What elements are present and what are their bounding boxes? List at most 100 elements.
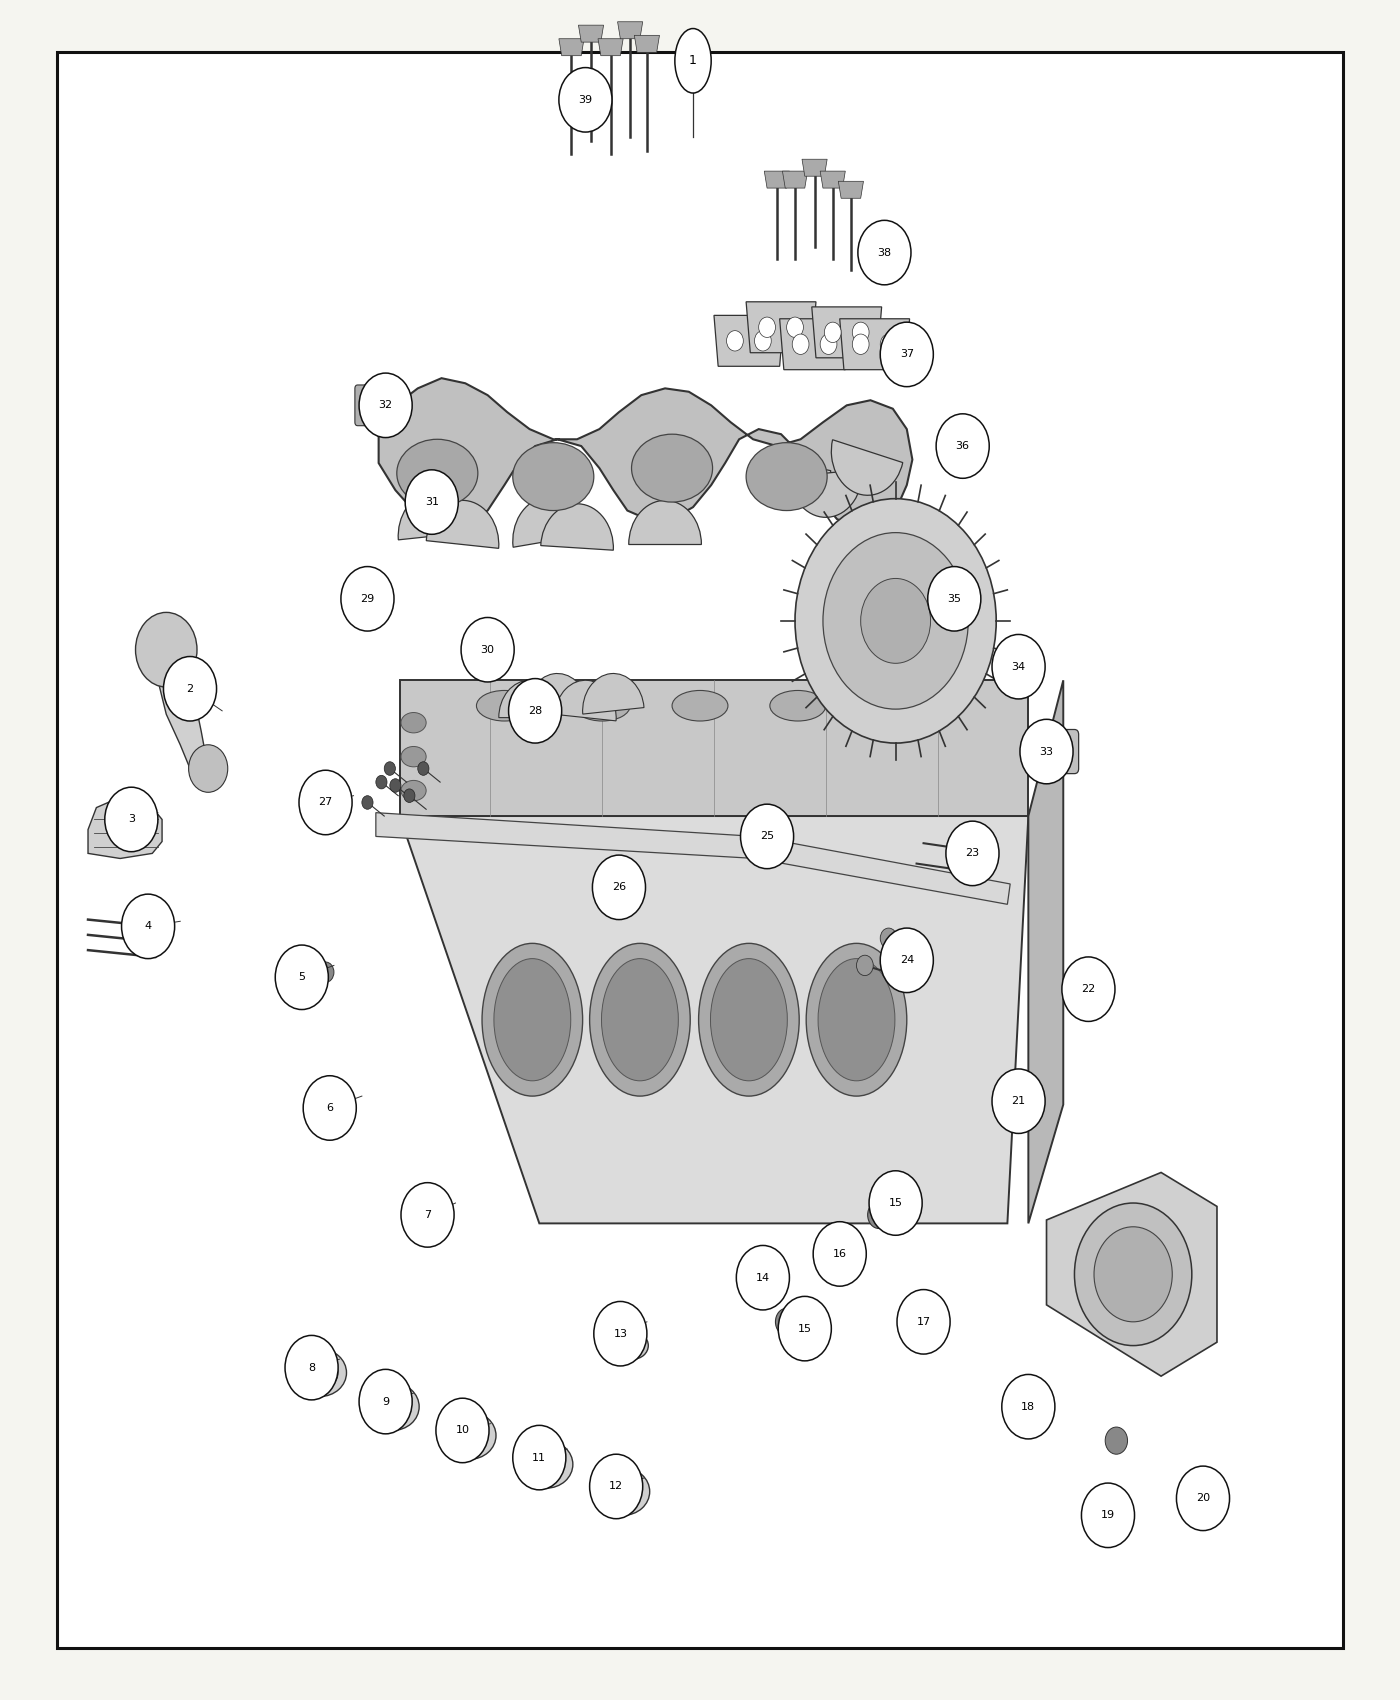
Polygon shape (783, 172, 808, 189)
Circle shape (853, 323, 869, 342)
Circle shape (358, 372, 412, 437)
Circle shape (300, 770, 351, 835)
Polygon shape (559, 39, 584, 56)
Circle shape (276, 945, 329, 1010)
Ellipse shape (294, 1350, 347, 1396)
Circle shape (853, 333, 869, 354)
Text: 27: 27 (318, 797, 333, 808)
Circle shape (1093, 1227, 1172, 1323)
Circle shape (928, 566, 981, 631)
Circle shape (403, 789, 414, 802)
Circle shape (869, 1171, 923, 1236)
Circle shape (592, 855, 645, 920)
Text: 39: 39 (578, 95, 592, 105)
Circle shape (820, 333, 837, 354)
Circle shape (105, 787, 158, 852)
Text: 16: 16 (833, 1250, 847, 1260)
Wedge shape (554, 680, 616, 721)
Polygon shape (840, 320, 910, 369)
Wedge shape (540, 503, 613, 551)
Circle shape (417, 762, 428, 775)
Ellipse shape (396, 439, 477, 507)
Circle shape (727, 330, 743, 350)
Ellipse shape (519, 1440, 573, 1488)
Text: 37: 37 (900, 350, 914, 359)
Polygon shape (1047, 1173, 1217, 1375)
Ellipse shape (574, 690, 630, 721)
Wedge shape (498, 680, 560, 717)
Ellipse shape (818, 959, 895, 1081)
Text: 18: 18 (1021, 1402, 1036, 1411)
Ellipse shape (602, 959, 679, 1081)
Text: 7: 7 (424, 1210, 431, 1221)
Circle shape (405, 469, 458, 534)
Text: 24: 24 (900, 955, 914, 966)
Circle shape (1021, 719, 1072, 784)
Circle shape (993, 1069, 1046, 1134)
Ellipse shape (365, 1382, 419, 1430)
Ellipse shape (868, 690, 924, 721)
Polygon shape (578, 26, 603, 42)
Text: 19: 19 (1100, 1510, 1114, 1520)
Text: 3: 3 (127, 814, 134, 824)
Ellipse shape (589, 944, 690, 1096)
Polygon shape (378, 377, 913, 527)
Wedge shape (629, 500, 701, 544)
Text: 6: 6 (326, 1103, 333, 1114)
Text: 21: 21 (1012, 1096, 1026, 1107)
Circle shape (897, 1290, 951, 1355)
Ellipse shape (400, 746, 426, 767)
Ellipse shape (672, 690, 728, 721)
Circle shape (759, 318, 776, 337)
Text: 25: 25 (760, 831, 774, 842)
Circle shape (304, 1076, 356, 1141)
Circle shape (868, 1202, 890, 1229)
Circle shape (594, 1302, 647, 1367)
Text: 33: 33 (1040, 746, 1054, 756)
FancyBboxPatch shape (354, 384, 402, 425)
Circle shape (937, 413, 990, 478)
Circle shape (881, 333, 897, 354)
Circle shape (318, 962, 335, 983)
Ellipse shape (806, 944, 907, 1096)
Circle shape (384, 762, 395, 775)
Polygon shape (802, 160, 827, 177)
Ellipse shape (476, 690, 532, 721)
Ellipse shape (770, 690, 826, 721)
Text: 36: 36 (956, 440, 970, 450)
Ellipse shape (605, 1474, 641, 1508)
Wedge shape (526, 673, 588, 716)
Circle shape (778, 1297, 832, 1362)
Circle shape (589, 1454, 643, 1518)
Ellipse shape (528, 1447, 564, 1481)
Polygon shape (1029, 680, 1063, 1224)
Text: 32: 32 (378, 400, 392, 410)
Circle shape (286, 1336, 339, 1399)
Circle shape (825, 323, 841, 342)
Polygon shape (598, 39, 623, 56)
Circle shape (787, 318, 804, 337)
Circle shape (861, 578, 931, 663)
Circle shape (136, 612, 197, 687)
Wedge shape (832, 440, 903, 495)
Wedge shape (759, 456, 830, 507)
Circle shape (375, 775, 386, 789)
Circle shape (792, 333, 809, 354)
Text: 2: 2 (186, 683, 193, 694)
Circle shape (189, 745, 228, 792)
Ellipse shape (451, 1418, 487, 1452)
Circle shape (823, 532, 969, 709)
Text: 38: 38 (878, 248, 892, 258)
Ellipse shape (512, 442, 594, 510)
Ellipse shape (746, 442, 827, 510)
Circle shape (736, 1246, 790, 1311)
Text: 28: 28 (528, 706, 542, 716)
Text: 13: 13 (613, 1329, 627, 1338)
Ellipse shape (400, 780, 426, 801)
Circle shape (508, 678, 561, 743)
Circle shape (1061, 957, 1114, 1022)
Text: 15: 15 (889, 1198, 903, 1209)
Ellipse shape (494, 959, 571, 1081)
Ellipse shape (631, 434, 713, 502)
Text: 10: 10 (455, 1425, 469, 1435)
